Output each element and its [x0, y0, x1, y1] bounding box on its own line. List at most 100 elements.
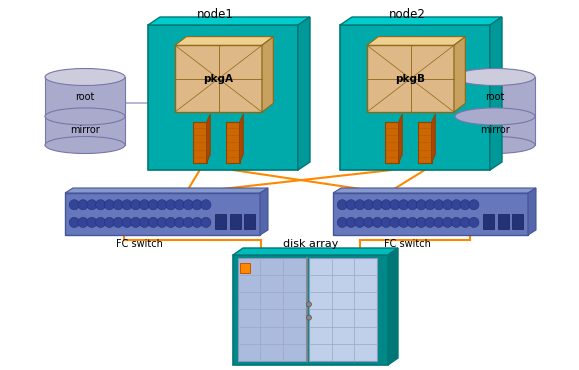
Text: root: root — [75, 92, 95, 102]
FancyBboxPatch shape — [215, 214, 226, 229]
Text: pkgB: pkgB — [395, 74, 426, 84]
Circle shape — [460, 217, 470, 228]
Circle shape — [140, 217, 149, 228]
Polygon shape — [233, 248, 398, 255]
Circle shape — [306, 302, 312, 307]
Circle shape — [148, 200, 158, 210]
Circle shape — [192, 200, 202, 210]
Circle shape — [469, 200, 479, 210]
Polygon shape — [367, 37, 466, 45]
FancyBboxPatch shape — [340, 25, 490, 170]
Circle shape — [122, 200, 132, 210]
Circle shape — [390, 200, 400, 210]
FancyBboxPatch shape — [233, 255, 388, 365]
Circle shape — [372, 217, 382, 228]
Circle shape — [184, 217, 193, 228]
FancyBboxPatch shape — [148, 25, 298, 170]
Circle shape — [416, 217, 426, 228]
Polygon shape — [262, 37, 273, 112]
Text: pkgA: pkgA — [203, 74, 233, 84]
Polygon shape — [175, 37, 273, 45]
FancyBboxPatch shape — [333, 193, 528, 235]
Circle shape — [192, 217, 202, 228]
Polygon shape — [431, 114, 435, 163]
Circle shape — [337, 217, 347, 228]
Circle shape — [399, 200, 409, 210]
Circle shape — [451, 217, 461, 228]
Circle shape — [201, 200, 211, 210]
Polygon shape — [65, 188, 268, 193]
Circle shape — [104, 200, 115, 210]
Circle shape — [104, 217, 115, 228]
Circle shape — [174, 200, 185, 210]
Polygon shape — [240, 114, 243, 163]
Circle shape — [87, 200, 97, 210]
Text: node1: node1 — [197, 8, 234, 21]
Circle shape — [381, 217, 391, 228]
Circle shape — [425, 217, 435, 228]
Circle shape — [131, 217, 141, 228]
FancyBboxPatch shape — [193, 122, 207, 163]
Ellipse shape — [455, 68, 535, 85]
Ellipse shape — [455, 108, 535, 125]
FancyBboxPatch shape — [309, 258, 377, 361]
Circle shape — [140, 200, 149, 210]
Circle shape — [113, 217, 123, 228]
Circle shape — [416, 200, 426, 210]
FancyBboxPatch shape — [45, 77, 125, 145]
FancyBboxPatch shape — [237, 258, 306, 361]
Circle shape — [381, 200, 391, 210]
Circle shape — [166, 200, 176, 210]
Circle shape — [451, 200, 461, 210]
Circle shape — [201, 217, 211, 228]
Circle shape — [78, 200, 88, 210]
Text: mirror: mirror — [480, 125, 510, 135]
Circle shape — [364, 217, 373, 228]
Circle shape — [184, 200, 193, 210]
FancyBboxPatch shape — [244, 214, 255, 229]
Circle shape — [399, 217, 409, 228]
Circle shape — [96, 217, 105, 228]
Circle shape — [390, 217, 400, 228]
Text: root: root — [485, 92, 505, 102]
Circle shape — [460, 200, 470, 210]
Circle shape — [355, 200, 365, 210]
Ellipse shape — [45, 137, 125, 154]
Circle shape — [372, 200, 382, 210]
Polygon shape — [490, 17, 502, 170]
Circle shape — [434, 200, 444, 210]
Polygon shape — [207, 114, 210, 163]
Polygon shape — [260, 188, 268, 235]
Circle shape — [408, 217, 417, 228]
FancyBboxPatch shape — [418, 122, 431, 163]
Circle shape — [346, 200, 356, 210]
Circle shape — [131, 200, 141, 210]
Circle shape — [87, 217, 97, 228]
FancyBboxPatch shape — [230, 214, 240, 229]
FancyBboxPatch shape — [226, 122, 240, 163]
Circle shape — [434, 217, 444, 228]
Polygon shape — [333, 188, 536, 193]
FancyBboxPatch shape — [455, 77, 535, 145]
FancyBboxPatch shape — [512, 214, 523, 229]
Circle shape — [148, 217, 158, 228]
Polygon shape — [454, 37, 466, 112]
Text: FC switch: FC switch — [384, 239, 431, 249]
Ellipse shape — [45, 68, 125, 85]
Circle shape — [364, 200, 373, 210]
Circle shape — [346, 217, 356, 228]
Circle shape — [113, 200, 123, 210]
Circle shape — [408, 200, 417, 210]
Circle shape — [337, 200, 347, 210]
Circle shape — [157, 217, 167, 228]
FancyBboxPatch shape — [367, 45, 454, 112]
Circle shape — [174, 217, 185, 228]
Text: node2: node2 — [389, 8, 426, 21]
Circle shape — [469, 217, 479, 228]
Circle shape — [442, 200, 453, 210]
Ellipse shape — [45, 108, 125, 125]
FancyBboxPatch shape — [240, 263, 250, 273]
Circle shape — [442, 217, 453, 228]
Circle shape — [306, 315, 312, 320]
Polygon shape — [388, 248, 398, 365]
